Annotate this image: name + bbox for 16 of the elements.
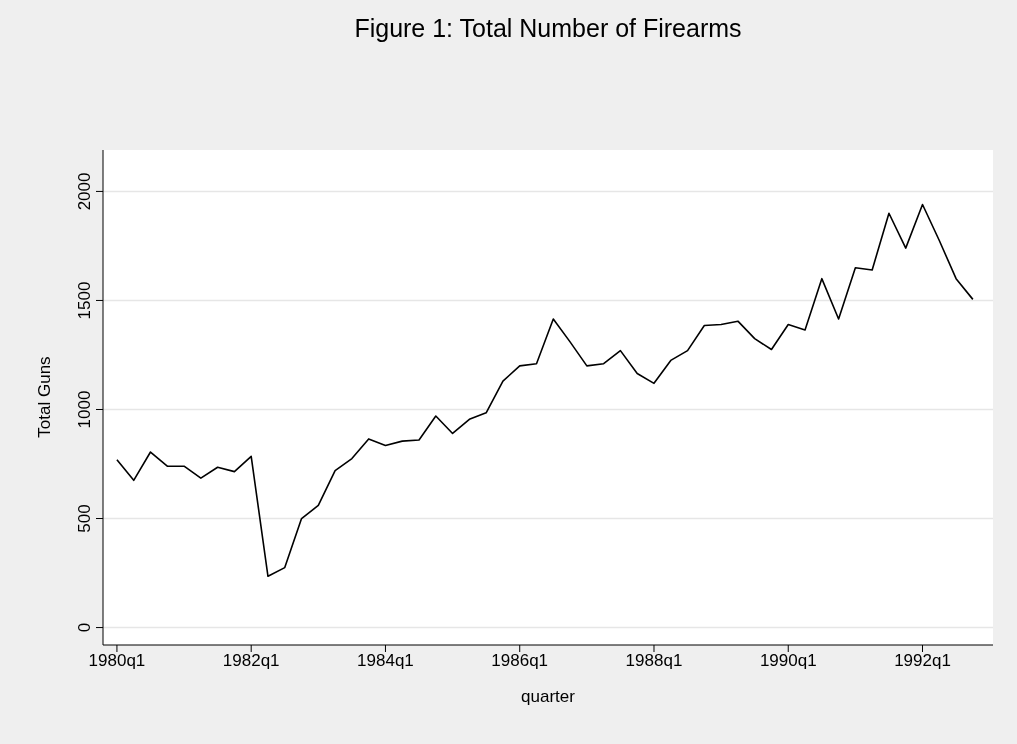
x-tick-label: 1980q1	[88, 651, 146, 671]
y-tick-label: 1500	[75, 281, 94, 320]
line-series	[116, 203, 974, 578]
x-tick-label: 1982q1	[222, 651, 280, 671]
y-tick-label: 500	[75, 504, 94, 533]
x-tick-label: 1986q1	[491, 651, 549, 671]
x-tick-label: 1990q1	[759, 651, 817, 671]
y-tick-label: 1000	[75, 390, 94, 429]
y-tick-label: 2000	[75, 172, 94, 211]
y-axis-title: Total Guns	[35, 354, 55, 440]
x-tick-label: 1992q1	[894, 651, 951, 671]
x-tick-label: 1984q1	[357, 651, 414, 671]
y-tick-label: 0	[75, 622, 94, 633]
x-axis-title: quarter	[520, 687, 576, 707]
chart-title: Figure 1: Total Number of Firearms	[353, 14, 743, 43]
x-tick-label: 1988q1	[625, 651, 683, 671]
